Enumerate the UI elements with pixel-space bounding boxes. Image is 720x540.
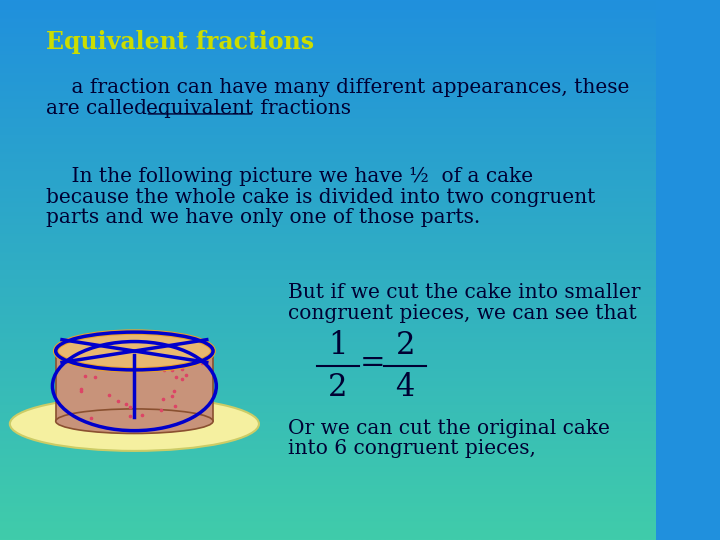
Text: Or we can cut the original cake: Or we can cut the original cake: [289, 418, 611, 437]
Polygon shape: [55, 351, 213, 421]
Text: equivalent: equivalent: [145, 99, 253, 118]
Text: are called: are called: [46, 99, 153, 118]
Text: 4: 4: [395, 372, 415, 402]
Text: Equivalent fractions: Equivalent fractions: [46, 30, 314, 53]
Text: because the whole cake is divided into two congruent: because the whole cake is divided into t…: [46, 188, 595, 207]
Text: In the following picture we have ½  of a cake: In the following picture we have ½ of a …: [46, 167, 533, 186]
Text: fractions: fractions: [254, 99, 351, 118]
Text: parts and we have only one of those parts.: parts and we have only one of those part…: [46, 208, 480, 227]
Ellipse shape: [55, 409, 213, 434]
Text: a fraction can have many different appearances, these: a fraction can have many different appea…: [46, 78, 629, 97]
Text: congruent pieces, we can see that: congruent pieces, we can see that: [289, 304, 637, 323]
Text: =: =: [359, 348, 385, 379]
Ellipse shape: [10, 397, 259, 451]
Text: 1: 1: [328, 330, 347, 361]
Ellipse shape: [55, 332, 213, 370]
Text: 2: 2: [395, 330, 415, 361]
Text: 2: 2: [328, 372, 347, 402]
Text: But if we cut the cake into smaller: But if we cut the cake into smaller: [289, 284, 641, 302]
Text: into 6 congruent pieces,: into 6 congruent pieces,: [289, 439, 536, 458]
